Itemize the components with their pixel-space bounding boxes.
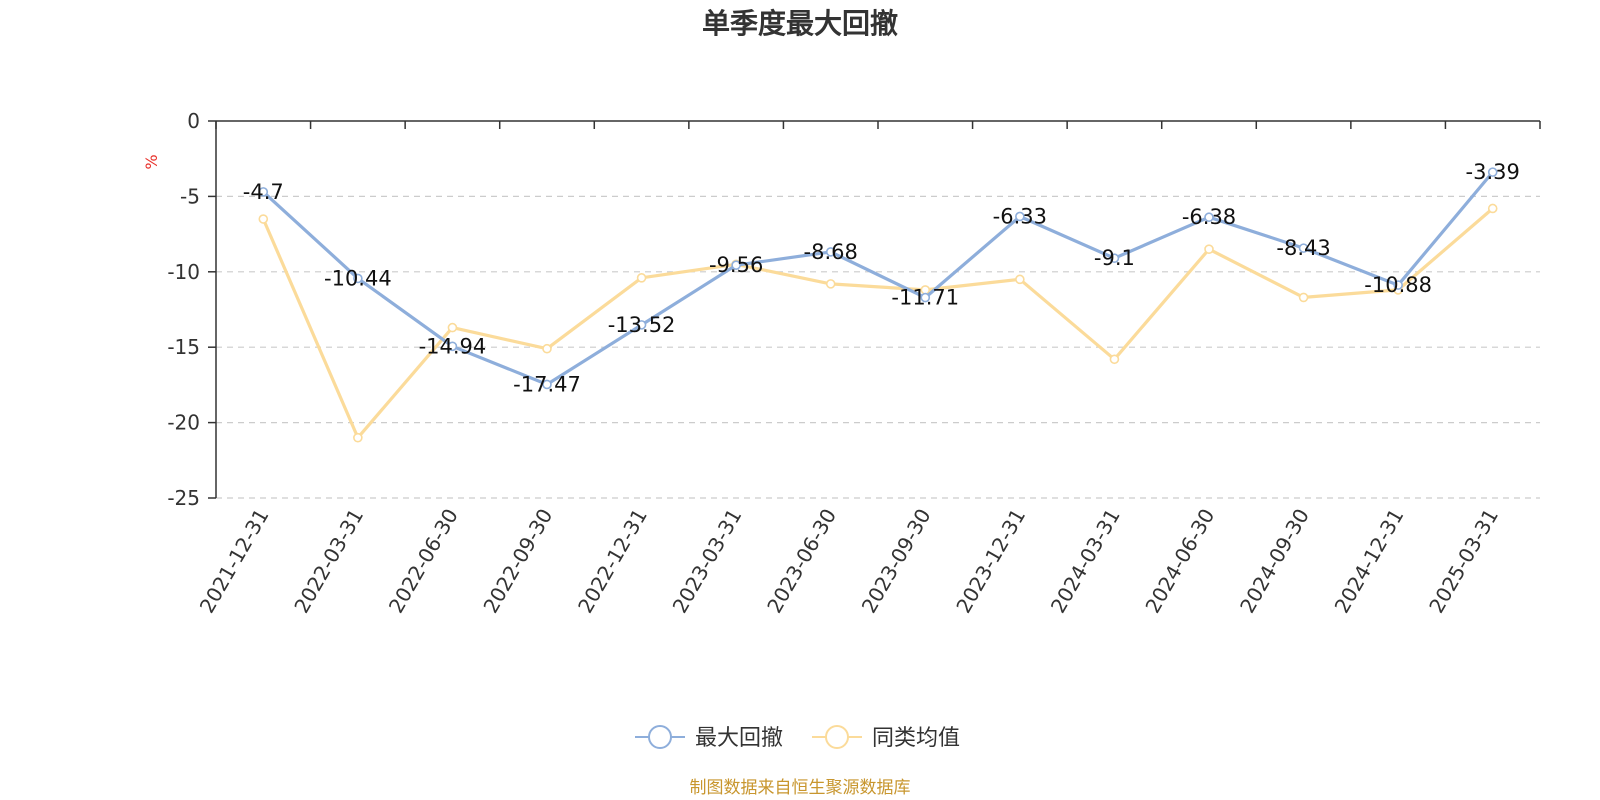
data-label: -8.43 — [1276, 236, 1330, 260]
y-tick-label: -5 — [180, 184, 200, 208]
legend-label: 同类均值 — [872, 726, 960, 751]
data-source-note: 制图数据来自恒生聚源数据库 — [690, 778, 911, 798]
y-tick-label: -10 — [167, 260, 200, 284]
data-point — [1015, 211, 1025, 222]
data-label: -13.52 — [608, 313, 676, 337]
data-label: -8.68 — [804, 240, 858, 264]
data-label: -3.39 — [1466, 160, 1520, 184]
data-point — [825, 279, 836, 289]
data-point — [636, 273, 647, 283]
data-point — [920, 292, 931, 303]
data-point — [825, 247, 836, 257]
data-label: -10.88 — [1364, 273, 1432, 297]
legend-item-2: 同类均值 — [812, 725, 960, 751]
legend-marker — [648, 725, 672, 749]
data-point — [258, 214, 269, 224]
data-point — [1109, 253, 1120, 264]
data-label: -17.47 — [513, 372, 581, 396]
data-labels: -4.7 -10.44 -14.94 -17.47 -13.52 -9.56 -8.68 -1… — [243, 160, 1520, 396]
series-line — [262, 171, 1494, 386]
x-tick-label: 2025-03-31 — [1424, 505, 1503, 618]
x-tick-label: 2024-09-30 — [1235, 505, 1314, 618]
data-point — [353, 432, 363, 443]
x-tick-label: 2021-12-31 — [195, 505, 274, 618]
legend-label: 最大回撤 — [695, 726, 783, 751]
data-point — [1393, 280, 1403, 290]
data-point — [542, 379, 552, 390]
legend: 最大回撤 同类均值 — [635, 725, 960, 751]
data-label: -14.94 — [419, 334, 487, 358]
x-tick-label: 2024-06-30 — [1140, 505, 1219, 618]
series-1 — [258, 167, 1498, 390]
y-axis-unit-label: % — [142, 154, 161, 169]
data-point — [447, 341, 458, 352]
chart-title: 单季度最大回撤 — [702, 7, 898, 40]
x-tick-label: 2024-12-31 — [1330, 505, 1409, 618]
data-point — [1204, 244, 1214, 254]
data-point — [353, 273, 363, 284]
data-label: -9.1 — [1094, 246, 1135, 270]
x-tick-label: 2024-03-31 — [1046, 505, 1125, 618]
data-point — [542, 343, 552, 354]
data-point — [636, 320, 647, 330]
x-tick-label: 2022-06-30 — [384, 505, 463, 618]
data-label: -6.33 — [993, 204, 1047, 228]
data-point — [1487, 167, 1498, 177]
data-label: -6.38 — [1182, 205, 1236, 229]
data-point — [1298, 292, 1309, 303]
x-tick-label: 2022-09-30 — [478, 505, 557, 618]
series-lines — [258, 167, 1498, 443]
data-point — [258, 187, 269, 197]
y-tick-label: -15 — [167, 335, 200, 359]
x-tick-label: 2022-03-31 — [289, 505, 368, 618]
legend-marker — [825, 725, 849, 749]
legend-item-1: 最大回撤 — [635, 725, 783, 751]
x-tick-label: 2023-09-30 — [857, 505, 936, 618]
data-label: -9.56 — [709, 253, 763, 277]
x-tick-label: 2023-06-30 — [762, 505, 841, 618]
data-point — [1204, 212, 1214, 223]
grid-lines — [216, 195, 1540, 499]
data-point — [1015, 274, 1025, 285]
data-point — [447, 322, 458, 333]
x-tick-label: 2022-12-31 — [573, 505, 652, 618]
data-point — [1298, 243, 1309, 253]
data-point — [1109, 354, 1120, 365]
series-line — [261, 207, 1494, 440]
data-point — [731, 260, 741, 270]
data-label: -10.44 — [324, 266, 392, 290]
y-tick-label: -20 — [167, 411, 200, 435]
x-tick-label: 2023-12-31 — [951, 505, 1030, 618]
y-tick-label: 0 — [187, 109, 200, 133]
x-tick-label: 2023-03-31 — [668, 505, 747, 618]
data-label: -11.71 — [891, 286, 959, 310]
data-point — [1487, 203, 1498, 214]
y-tick-label: -25 — [167, 486, 200, 510]
data-label: -4.7 — [243, 180, 284, 204]
